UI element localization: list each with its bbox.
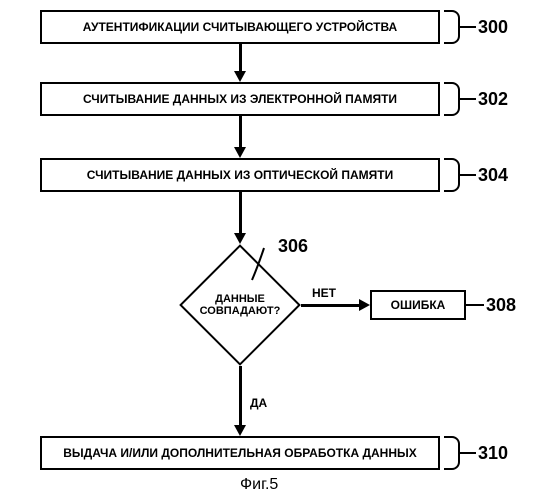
- edge: [239, 116, 242, 147]
- brace-n302: [444, 82, 460, 116]
- ref-connector-n302: [460, 98, 476, 100]
- ref-n308: 308: [486, 295, 516, 316]
- flow-box-n310: ВЫДАЧА И/ИЛИ ДОПОЛНИТЕЛЬНАЯ ОБРАБОТКА ДА…: [40, 436, 440, 470]
- figure-caption: Фиг.5: [240, 476, 278, 494]
- arrow-right-icon: [359, 299, 370, 311]
- edge-label: НЕТ: [312, 286, 336, 300]
- ref-connector-n300: [460, 26, 476, 28]
- arrow-down-icon: [234, 71, 246, 82]
- ref-connector-n310: [460, 452, 476, 454]
- edge: [239, 44, 242, 71]
- flow-box-n308: ОШИБКА: [370, 290, 466, 320]
- arrow-down-icon: [234, 233, 246, 244]
- flow-box-n302: СЧИТЫВАНИЕ ДАННЫХ ИЗ ЭЛЕКТРОННОЙ ПАМЯТИ: [40, 82, 440, 116]
- edge: [301, 304, 359, 307]
- ref-n300: 300: [478, 17, 508, 38]
- edge: [239, 366, 242, 425]
- ref-n302: 302: [478, 89, 508, 110]
- ref-pointer-306: [0, 0, 542, 500]
- brace-n310: [444, 436, 460, 470]
- arrow-down-icon: [234, 425, 246, 436]
- ref-n310: 310: [478, 443, 508, 464]
- brace-n304: [444, 158, 460, 192]
- flow-box-n304: СЧИТЫВАНИЕ ДАННЫХ ИЗ ОПТИЧЕСКОЙ ПАМЯТИ: [40, 158, 440, 192]
- ref-n304: 304: [478, 165, 508, 186]
- arrow-down-icon: [234, 147, 246, 158]
- flow-box-n300: АУТЕНТИФИКАЦИИ СЧИТЫВАЮЩЕГО УСТРОЙСТВА: [40, 10, 440, 44]
- ref-n306: 306: [278, 236, 308, 257]
- ref-connector-n304: [460, 174, 476, 176]
- diamond-label-n306: ДАННЫЕ СОВПАДАЮТ?: [180, 285, 300, 325]
- brace-n300: [444, 10, 460, 44]
- edge: [239, 192, 242, 233]
- edge-label: ДА: [250, 396, 267, 410]
